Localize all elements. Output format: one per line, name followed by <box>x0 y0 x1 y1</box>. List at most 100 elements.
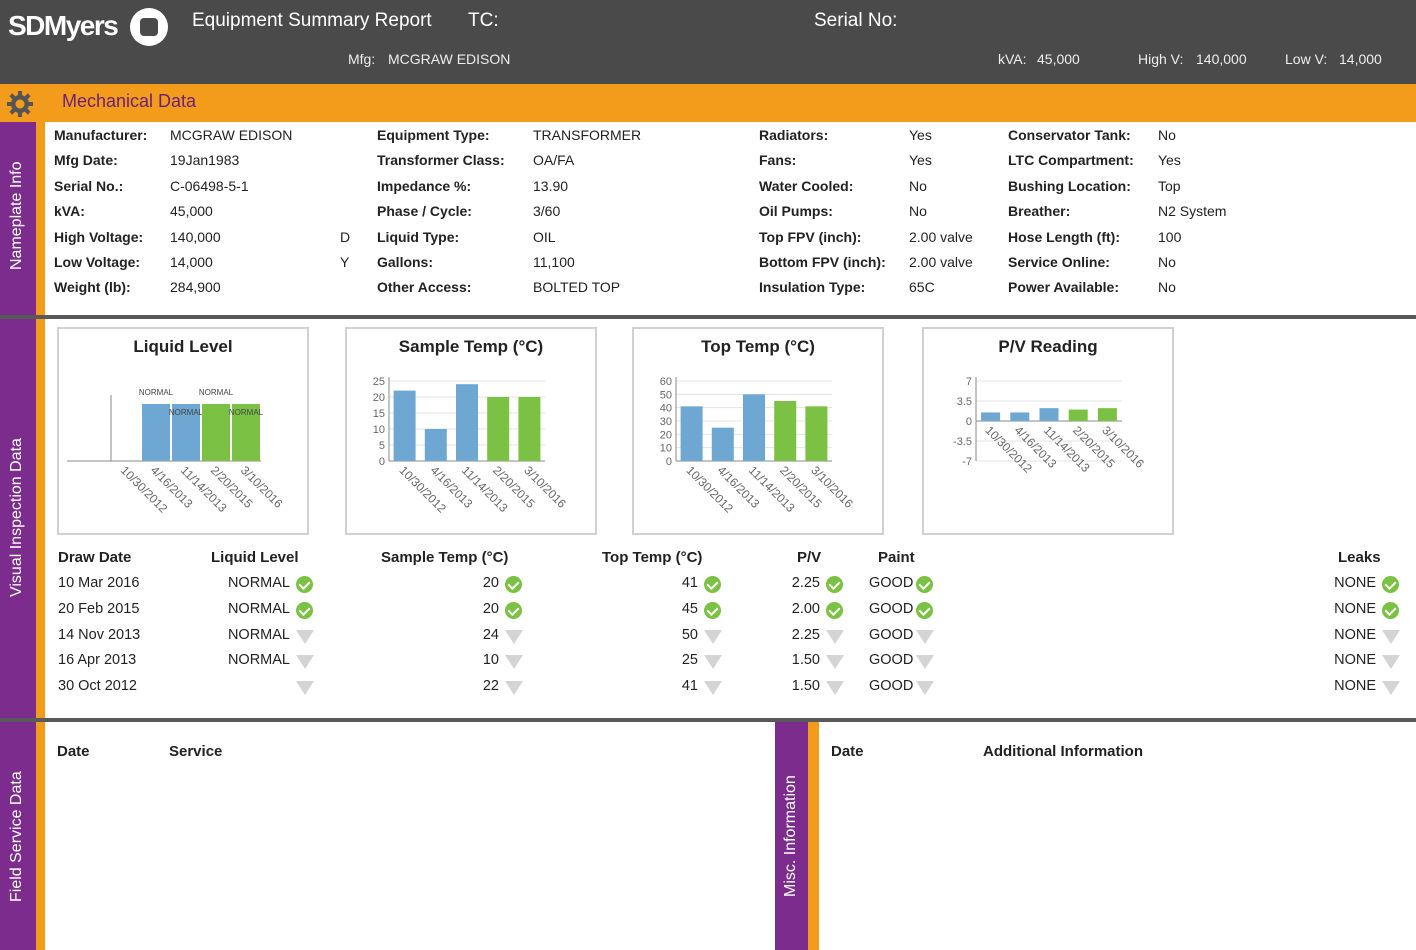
y-tick-label: 20 <box>660 429 672 441</box>
nameplate-label: Insulation Type: <box>759 279 866 296</box>
nameplate-value: 2.00 valve <box>909 228 973 245</box>
col-header-leaks: Leaks <box>1338 549 1381 566</box>
nameplate-value: OA/FA <box>533 152 575 169</box>
nameplate-label: Manufacturer: <box>54 127 148 143</box>
col-header-paint: Paint <box>878 549 915 566</box>
section-bar: Mechanical Data <box>0 84 1416 122</box>
nameplate-value: 19Jan1983 <box>170 152 240 169</box>
cell-date: 14 Nov 2013 <box>58 626 141 643</box>
down-triangle-icon <box>296 681 314 696</box>
bar <box>487 397 510 461</box>
misc-info-header: Additional Information <box>983 743 1143 760</box>
bar <box>1010 412 1030 421</box>
cell-date: 30 Oct 2012 <box>58 678 137 695</box>
bar-label: NORMAL <box>229 408 264 417</box>
nameplate-label: Bushing Location: <box>1008 177 1131 194</box>
nameplate-value: Yes <box>909 152 932 169</box>
down-triangle-icon <box>704 655 722 670</box>
cell-pv: 1.50 <box>791 678 820 695</box>
cell-sample: 22 <box>482 678 499 695</box>
bar <box>1068 409 1088 421</box>
cell-paint: GOOD <box>869 626 914 643</box>
col-header-pv: P/V <box>797 549 822 566</box>
cell-liquid: NORMAL <box>227 575 290 591</box>
nameplate-connection: Y <box>340 254 350 270</box>
nameplate-label: Water Cooled: <box>759 177 854 194</box>
chart-title: Top Temp (°C) <box>701 337 815 356</box>
cell-date: 16 Apr 2013 <box>58 652 137 669</box>
check-circle-icon <box>916 576 933 593</box>
nameplate-label: Power Available: <box>1008 279 1120 296</box>
rail-field <box>0 722 36 950</box>
rail-accent <box>36 319 45 719</box>
bar <box>424 429 447 461</box>
down-triangle-icon <box>296 655 314 670</box>
down-triangle-icon <box>916 629 934 644</box>
report-title: Equipment Summary Report <box>192 10 432 31</box>
chart-top-temp-svg: 010203040506010/30/20124/16/201311/14/20… <box>660 376 856 516</box>
y-tick-label: 10 <box>373 424 385 436</box>
y-tick-label: 5 <box>379 440 385 452</box>
cell-date: 20 Feb 2015 <box>58 600 140 617</box>
cell-paint: GOOD <box>869 575 914 591</box>
cell-top: 50 <box>681 626 698 643</box>
bar <box>805 406 828 461</box>
down-triangle-icon <box>826 681 844 696</box>
gear-icon <box>7 91 33 117</box>
nameplate-value: No <box>1158 279 1176 296</box>
nameplate-label: Fans: <box>759 152 797 169</box>
cell-sample: 24 <box>482 626 499 643</box>
nameplate-value: TRANSFORMER <box>533 127 642 143</box>
nameplate-value: Yes <box>1158 152 1181 169</box>
down-triangle-icon <box>916 681 934 696</box>
bar <box>711 427 734 461</box>
col-header-draw-date: Draw Date <box>58 549 132 566</box>
rail-misc <box>775 722 808 950</box>
chart-title: P/V Reading <box>998 337 1098 356</box>
nameplate-label: Equipment Type: <box>377 127 490 143</box>
nameplate-label: Mfg Date: <box>54 152 118 169</box>
nameplate-value: 11,100 <box>533 254 575 270</box>
down-triangle-icon <box>1382 681 1400 696</box>
nameplate-label: Serial No.: <box>54 177 124 194</box>
rail-accent <box>36 122 45 316</box>
check-circle-icon <box>505 601 522 619</box>
check-circle-icon <box>704 601 721 619</box>
nameplate-label: Top FPV (inch): <box>759 228 862 245</box>
nameplate-label: Conservator Tank: <box>1008 127 1131 143</box>
check-circle-icon <box>704 576 721 593</box>
section-title: Mechanical Data <box>62 91 197 111</box>
nameplate-label: Radiators: <box>759 127 829 143</box>
nameplate-label: Weight (lb): <box>54 279 131 296</box>
bar <box>981 412 1001 421</box>
highv-value: 140,000 <box>1196 51 1247 67</box>
y-tick-label: 10 <box>660 443 672 455</box>
field-date-header: Date <box>57 743 90 760</box>
chart-pv-reading-svg: -7-3.503.5710/30/20124/16/201311/14/2013… <box>953 376 1147 476</box>
chart-top-temp: 0 10 20 30 40 50 60 10/30/2012 4/16/2013 11/14/20… <box>632 327 884 535</box>
cell-leaks: NONE <box>1334 678 1376 695</box>
down-triangle-icon <box>296 629 314 644</box>
rail-visual <box>0 319 36 719</box>
nameplate-label: kVA: <box>54 203 85 220</box>
y-tick-label: 0 <box>966 416 972 428</box>
rail-label-visual: Visual Inspection Data <box>8 438 25 597</box>
nameplate-label: Hose Length (ft): <box>1008 228 1120 245</box>
chart-title: Liquid Level <box>133 337 233 356</box>
y-tick-label: 0 <box>666 456 672 468</box>
nameplate-value: 3/60 <box>533 203 561 220</box>
cell-sample: 20 <box>482 600 499 617</box>
divider <box>0 315 1416 319</box>
down-triangle-icon <box>826 629 844 644</box>
cell-paint: GOOD <box>869 678 914 695</box>
check-circle-icon <box>505 576 522 593</box>
bar <box>518 397 541 461</box>
y-tick-label: 15 <box>373 408 385 420</box>
cell-leaks: NONE <box>1334 626 1376 643</box>
y-tick-label: 3.5 <box>957 396 972 408</box>
chart-title: Sample Temp (°C) <box>398 337 544 356</box>
cell-liquid: NORMAL <box>227 652 290 669</box>
y-tick-label: -3.5 <box>953 436 972 448</box>
logo-badge-icon <box>130 8 168 46</box>
